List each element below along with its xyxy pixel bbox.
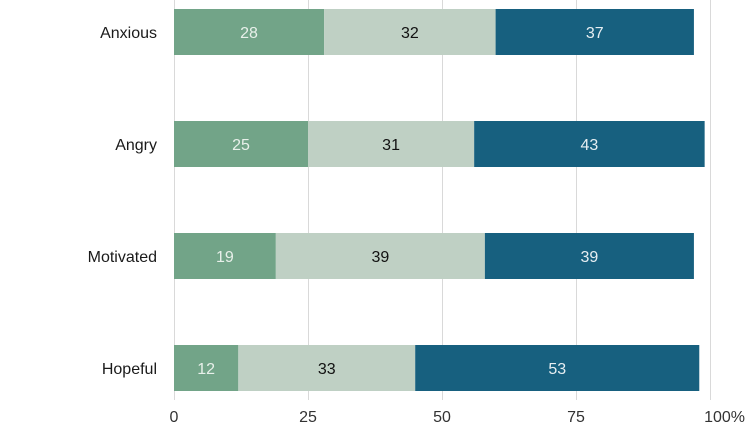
data-label-angry-segment-2: 31 xyxy=(382,137,400,154)
bar-anxious-segment-3 xyxy=(495,9,694,55)
grid-lines xyxy=(174,0,711,400)
bar-motivated-segment-1 xyxy=(174,233,276,279)
x-tick-label-75: 75 xyxy=(567,409,585,426)
data-label-hopeful-segment-1: 12 xyxy=(197,361,215,378)
bar-hopeful-segment-1 xyxy=(174,345,239,391)
data-label-motivated-segment-1: 19 xyxy=(216,249,234,266)
bar-hopeful-segment-3 xyxy=(415,345,700,391)
bar-motivated-segment-3 xyxy=(484,233,694,279)
category-label-anxious: Anxious xyxy=(100,25,157,42)
bar-segments: 28 32 37 25 31 43 19 39 39 12 33 53 xyxy=(174,9,705,391)
bar-anxious-segment-1 xyxy=(174,9,325,55)
bar-angry-segment-1 xyxy=(174,121,308,167)
data-label-hopeful-segment-3: 53 xyxy=(548,361,566,378)
category-label-angry: Angry xyxy=(115,137,157,154)
x-axis-ticks: 0 25 50 75 100% xyxy=(170,409,745,426)
data-label-angry-segment-3: 43 xyxy=(581,137,599,154)
data-label-angry-segment-1: 25 xyxy=(232,137,250,154)
x-tick-label-100: 100% xyxy=(704,409,745,426)
bar-anxious-segment-2 xyxy=(324,9,496,55)
category-label-hopeful: Hopeful xyxy=(102,361,157,378)
x-tick-label-50: 50 xyxy=(433,409,451,426)
data-label-hopeful-segment-2: 33 xyxy=(318,361,336,378)
data-label-motivated-segment-2: 39 xyxy=(371,249,389,266)
data-label-anxious-segment-1: 28 xyxy=(240,25,258,42)
category-label-motivated: Motivated xyxy=(88,249,157,266)
bar-hopeful-segment-2 xyxy=(238,345,416,391)
data-label-motivated-segment-3: 39 xyxy=(581,249,599,266)
data-label-anxious-segment-2: 32 xyxy=(401,25,419,42)
x-tick-label-0: 0 xyxy=(170,409,179,426)
bar-angry-segment-3 xyxy=(474,121,705,167)
bar-motivated-segment-2 xyxy=(275,233,485,279)
x-tick-label-25: 25 xyxy=(299,409,317,426)
bar-angry-segment-2 xyxy=(308,121,475,167)
category-labels: Anxious Angry Motivated Hopeful xyxy=(88,25,157,378)
data-label-anxious-segment-3: 37 xyxy=(586,25,604,42)
